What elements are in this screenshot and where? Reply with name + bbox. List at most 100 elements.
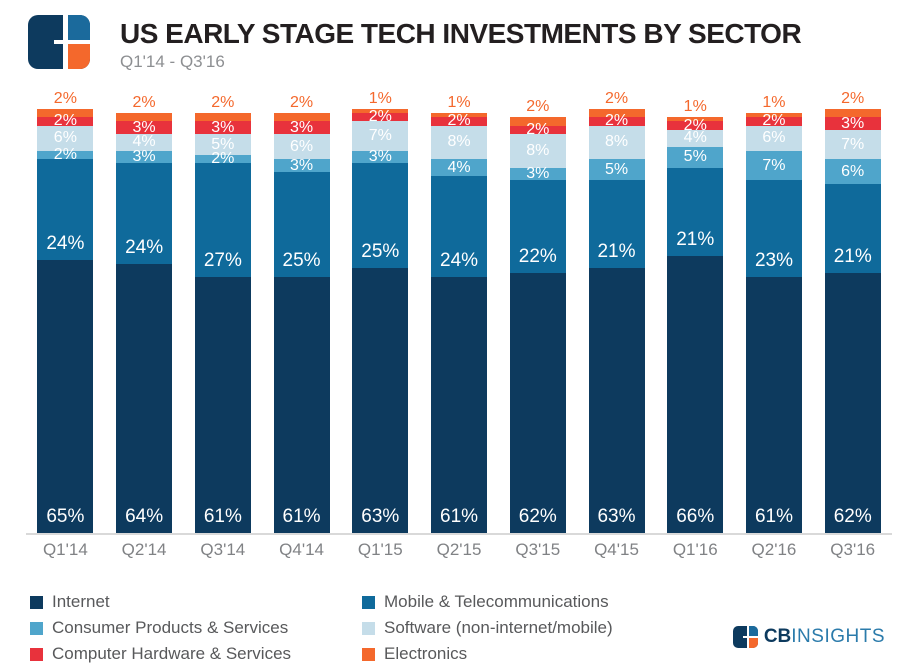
bar-segment: 65% <box>37 260 94 533</box>
bar-value-label: 7% <box>841 135 865 153</box>
bar-segment: 7% <box>824 129 881 160</box>
bar-segment: 61% <box>431 276 488 533</box>
bar-value-label: 6% <box>53 129 77 147</box>
bar-segment <box>431 113 488 118</box>
bar-segment: 3% <box>194 118 251 136</box>
bar-value-label: 2% <box>762 112 786 130</box>
bar-value-label: 3% <box>290 156 314 174</box>
bar-segment: 3% <box>509 164 566 182</box>
x-axis-labels: Q1'14 Q2'14 Q3'14 Q4'14 Q1'15 Q2'15 Q3'15 Q4'15… <box>26 540 892 560</box>
bar-value-label: 2% <box>447 112 471 130</box>
bar-segment: 63% <box>588 268 645 533</box>
bar-value-label: 63% <box>361 506 400 527</box>
bar-value-label: 1% <box>368 89 392 107</box>
x-axis-label: Q2'16 <box>751 540 797 559</box>
bar-segment: 6% <box>745 125 802 151</box>
bar-value-label: 8% <box>447 133 471 151</box>
bar-value-label: 3% <box>132 148 156 166</box>
bar-value-label: 1% <box>762 94 786 112</box>
legend-swatch <box>362 595 375 609</box>
bar-segment <box>37 108 94 118</box>
bar-value-label: 2% <box>683 116 707 134</box>
bar-value-label: 2% <box>604 89 629 107</box>
x-axis-label: Q1'14 <box>42 540 88 559</box>
bar-value-label: 3% <box>841 114 865 132</box>
bar-value-label: 23% <box>754 249 793 271</box>
logo-orange-square <box>67 44 90 69</box>
legend-label: Computer Hardware & Services <box>52 644 292 663</box>
bar-value-label: 24% <box>46 233 85 254</box>
bar-segment: 61% <box>194 276 251 533</box>
bar-segment: 23% <box>745 180 802 277</box>
bar-segment: 8% <box>509 134 566 168</box>
bar-value-label: 61% <box>440 506 479 527</box>
bar-stack-Q3'16: 2% 3% 7% 6% 21% 62% <box>824 89 881 533</box>
bar-value-label: 2% <box>604 112 629 130</box>
bar-segment: 2% <box>194 151 251 167</box>
bar-value-label: 21% <box>597 241 636 263</box>
bar-value-label: 6% <box>762 129 786 147</box>
legend-item: Electronics <box>362 644 613 664</box>
x-axis-label: Q2'14 <box>121 540 167 559</box>
bar-column: 1% 2% 6% 7% 23% 61% <box>735 88 814 533</box>
bar-segment: 3% <box>824 114 881 132</box>
bar-segment: 4% <box>667 129 724 147</box>
bar-segment: 7% <box>745 150 802 181</box>
bar-stack-Q4'14: 2% 3% 6% 3% 25% 61% <box>273 94 330 533</box>
bar-segment: 2% <box>509 121 566 137</box>
bar-segment: 3% <box>352 149 409 165</box>
cbinsights-footer-logo-icon <box>732 626 758 648</box>
bar-column: 1% 2% 4% 5% 21% 66% <box>656 88 735 533</box>
bar-segment: 64% <box>116 264 173 533</box>
bar-value-label: 61% <box>282 506 321 527</box>
bar-value-label: 3% <box>211 118 235 136</box>
bar-value-label: 27% <box>203 249 242 271</box>
bar-column: 1% 2% 8% 4% 24% 61% <box>420 88 499 533</box>
logo-horizontal-slot <box>743 636 758 639</box>
bar-value-label: 2% <box>841 89 865 107</box>
bar-value-label: 22% <box>518 245 557 267</box>
bar-segment: 24% <box>116 163 173 265</box>
bar-value-label: 61% <box>203 506 242 527</box>
bar-value-label: 21% <box>833 245 872 267</box>
bar-value-label: 2% <box>211 150 235 168</box>
brand-footer: CB INSIGHTS <box>732 626 885 648</box>
legend-swatch <box>30 647 43 661</box>
bar-value-label: 64% <box>125 506 164 527</box>
bar-column: 2% 3% 7% 6% 21% 62% <box>813 88 892 533</box>
bar-value-label: 25% <box>361 241 400 263</box>
legend-item: Computer Hardware & Services <box>30 644 362 664</box>
bar-value-label: 62% <box>518 506 557 527</box>
bar-value-label: 65% <box>46 506 85 527</box>
bar-value-label: 8% <box>526 141 550 159</box>
bar-segment: 5% <box>667 146 724 168</box>
chart-header: US EARLY STAGE TECH INVESTMENTS BY SECTO… <box>120 18 802 72</box>
page-title: US EARLY STAGE TECH INVESTMENTS BY SECTO… <box>120 18 802 49</box>
bar-segment: 61% <box>273 276 330 533</box>
bar-value-label: 2% <box>53 89 77 107</box>
logo-vertical-slot <box>747 626 750 648</box>
bar-stack-Q1'15: 1% 2% 7% 3% 25% 63% <box>352 89 409 533</box>
chart-legend: Internet Mobile & Telecommunications Consu… <box>30 589 613 667</box>
bar-segment: 2% <box>37 147 94 163</box>
bar-value-label: 4% <box>683 129 707 147</box>
bar-segment: 25% <box>273 171 330 277</box>
bar-segment: 7% <box>352 121 409 151</box>
bar-value-label: 3% <box>526 164 550 182</box>
bar-stack-Q2'16: 1% 2% 6% 7% 23% 61% <box>745 94 802 533</box>
bar-column: 2% 3% 4% 3% 24% 64% <box>105 88 184 533</box>
x-axis-label: Q3'14 <box>200 540 246 559</box>
bar-segment: 4% <box>116 134 173 151</box>
bar-value-label: 3% <box>132 118 156 136</box>
x-axis-label: Q4'14 <box>279 540 324 559</box>
legend-label: Software (non-internet/mobile) <box>384 618 613 637</box>
bar-value-label: 2% <box>526 98 550 116</box>
bar-segment: 8% <box>431 125 488 160</box>
bar-value-label: 5% <box>211 135 235 153</box>
stacked-bar-chart: 2% 2% 6% 2% 24% 65% 2% 3% 4% 3% 24% 64% 2% 3% 5% 2% 27% 6… <box>26 88 892 535</box>
x-axis-label: Q2'15 <box>436 540 482 559</box>
bar-column: 1% 2% 7% 3% 25% 63% <box>341 88 420 533</box>
bar-value-label: 61% <box>754 506 793 527</box>
bar-value-label: 2% <box>53 112 77 130</box>
x-axis-label: Q4'15 <box>594 540 639 559</box>
